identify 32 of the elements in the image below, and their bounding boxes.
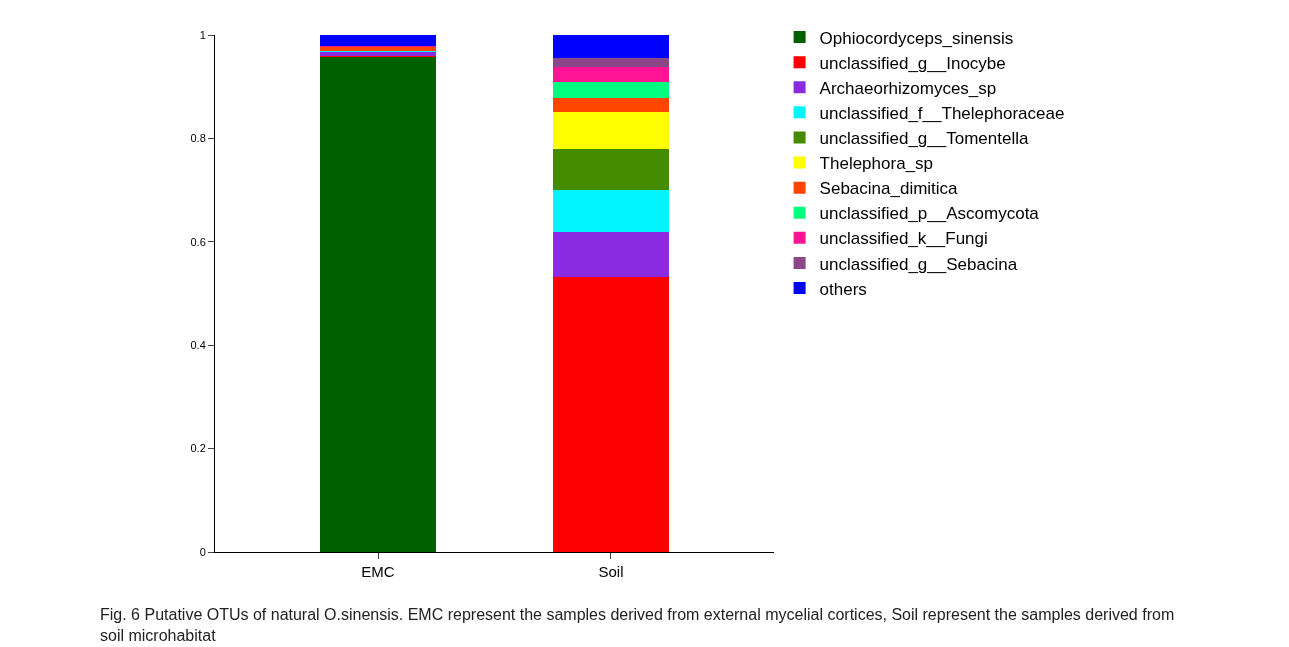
bar xyxy=(552,57,670,67)
bar xyxy=(552,97,670,112)
bar xyxy=(552,35,670,58)
legend-label: Thelephora_sp xyxy=(819,154,934,174)
bar xyxy=(319,56,437,552)
x-tick-label: EMC xyxy=(361,563,395,580)
bar xyxy=(552,148,670,191)
legend-label: others xyxy=(819,279,867,299)
y-tick-label: 0 xyxy=(199,545,206,558)
bar xyxy=(552,190,670,232)
caption: Fig. 6 Putative OTUs of natural O.sinensis. EMC represent the samples derived from external mycelial cortices, Soil represent the samples derived from soil microhabitat xyxy=(100,606,1175,644)
legend-label: unclassified_p__Ascomycota xyxy=(819,204,1040,224)
bar xyxy=(552,231,670,278)
legend-label: Sebacina_dimitica xyxy=(819,179,959,199)
x-tick-label: Soil xyxy=(598,563,624,580)
legend-label: Ophiocordyceps_sinensis xyxy=(819,28,1014,48)
y-tick-label: 1 xyxy=(199,28,206,41)
y-tick-label: 0.4 xyxy=(190,339,206,352)
y-tick-label: 0.8 xyxy=(190,132,206,145)
legend-label: Archaeorhizomyces_sp xyxy=(819,78,997,98)
legend-label: unclassified_f__Thelephoraceae xyxy=(819,103,1065,123)
y-tick-label: 0.6 xyxy=(190,235,206,248)
bar xyxy=(552,277,670,552)
legend-label: unclassified_g__Sebacina xyxy=(819,254,1018,274)
bar xyxy=(552,81,670,98)
y-tick-label: 0.2 xyxy=(190,442,206,455)
legend-label: unclassified_g__Inocybe xyxy=(819,53,1006,73)
bar xyxy=(319,35,437,46)
legend-label: unclassified_g__Tomentella xyxy=(819,129,1029,149)
bar xyxy=(552,111,670,149)
bar xyxy=(552,66,670,82)
legend-label: unclassified_k__Fungi xyxy=(819,229,988,249)
